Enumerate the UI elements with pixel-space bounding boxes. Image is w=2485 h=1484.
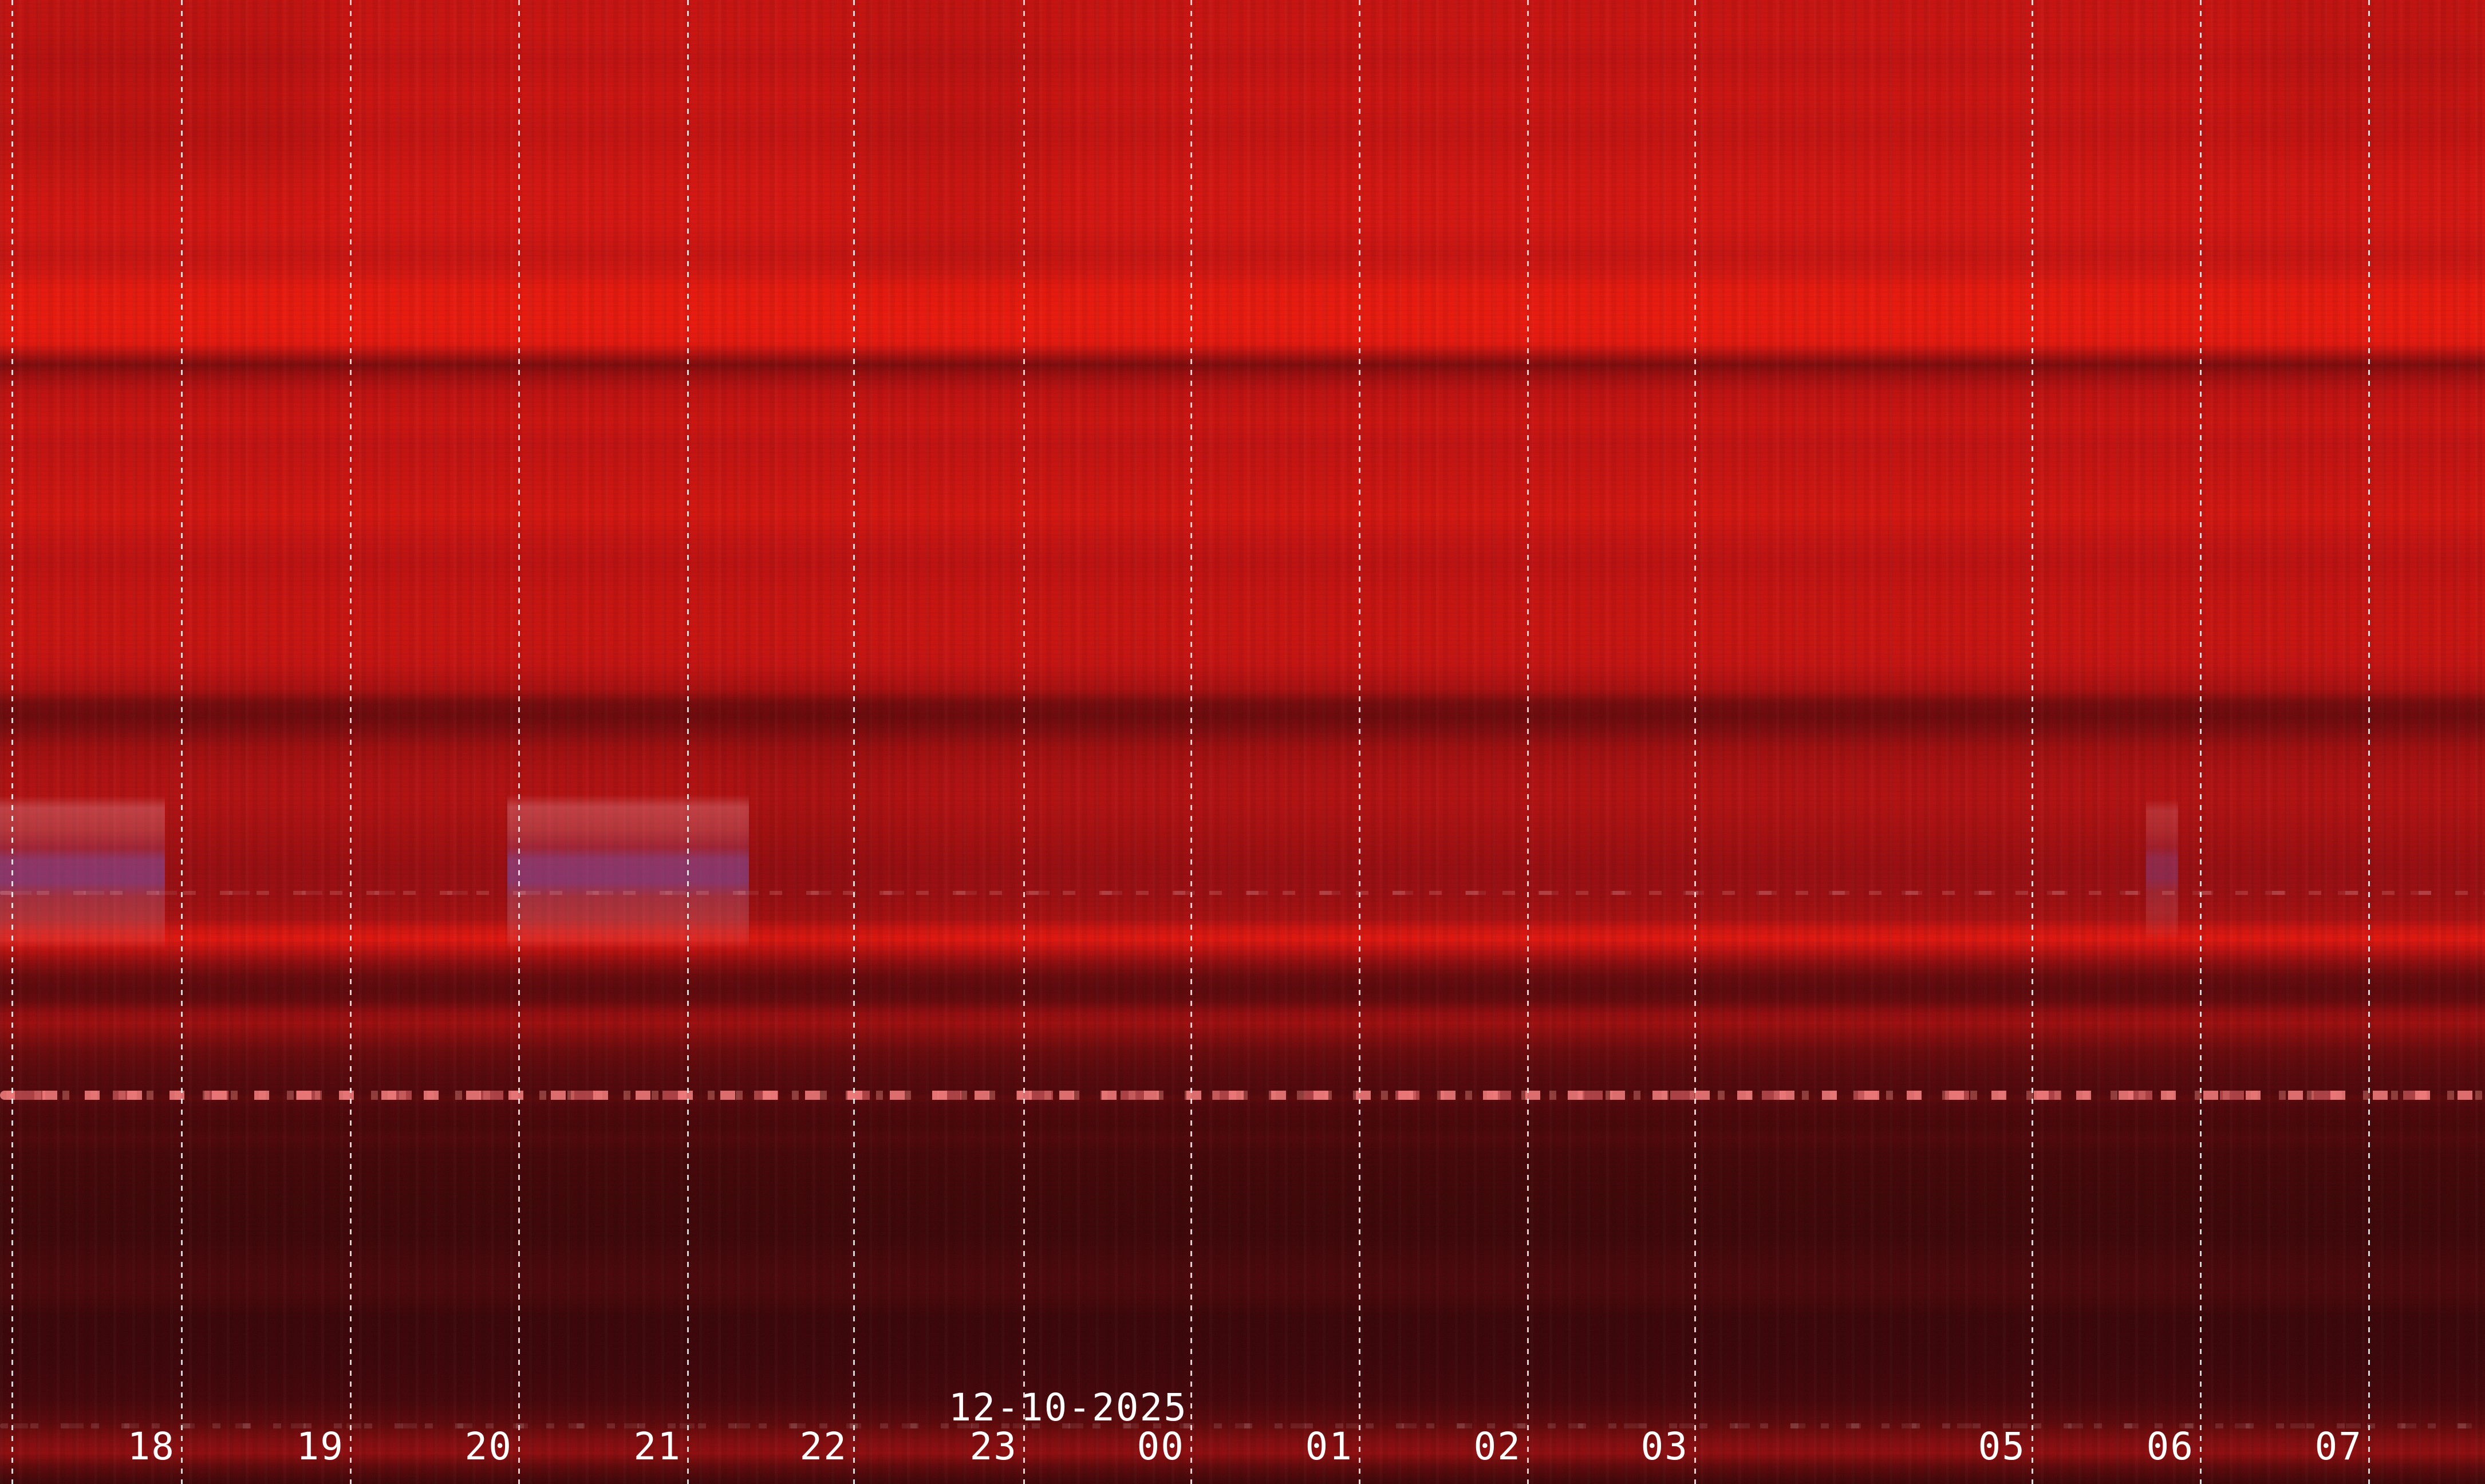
time-gridline: [518, 0, 520, 1484]
hour-tick-label: 21: [634, 1428, 681, 1466]
spectrogram-waterfall: 12-10-2025 18 19 20 21 22 23 00 01 02 03 05 06 07: [0, 0, 2485, 1484]
time-gridline: [1023, 0, 1025, 1484]
grain-noise-overlay: [0, 0, 2485, 1484]
hour-tick-label: 05: [1978, 1428, 2026, 1466]
time-gridline: [2368, 0, 2370, 1484]
hour-tick-label: 07: [2315, 1428, 2362, 1466]
time-gridline: [2200, 0, 2202, 1484]
hour-tick-label: 06: [2147, 1428, 2194, 1466]
hour-tick-label: 02: [1474, 1428, 1521, 1466]
time-gridline: [853, 0, 855, 1484]
time-gridline: [687, 0, 689, 1484]
time-gridline: [11, 0, 13, 1484]
date-annotation: 12-10-2025: [949, 1389, 1188, 1427]
hour-tick-label: 00: [1137, 1428, 1185, 1466]
hour-tick-label: 01: [1305, 1428, 1353, 1466]
hour-tick-label: 22: [800, 1428, 847, 1466]
time-gridline: [1190, 0, 1192, 1484]
time-gridline: [2032, 0, 2033, 1484]
time-gridline: [181, 0, 183, 1484]
hour-tick-label: 20: [465, 1428, 512, 1466]
hour-tick-label: 03: [1641, 1428, 1689, 1466]
hour-tick-label: 19: [297, 1428, 344, 1466]
time-gridline: [1694, 0, 1696, 1484]
time-gridline: [350, 0, 352, 1484]
time-gridline: [1527, 0, 1529, 1484]
hour-tick-label: 23: [970, 1428, 1017, 1466]
time-gridline: [1359, 0, 1360, 1484]
hour-tick-label: 18: [128, 1428, 175, 1466]
